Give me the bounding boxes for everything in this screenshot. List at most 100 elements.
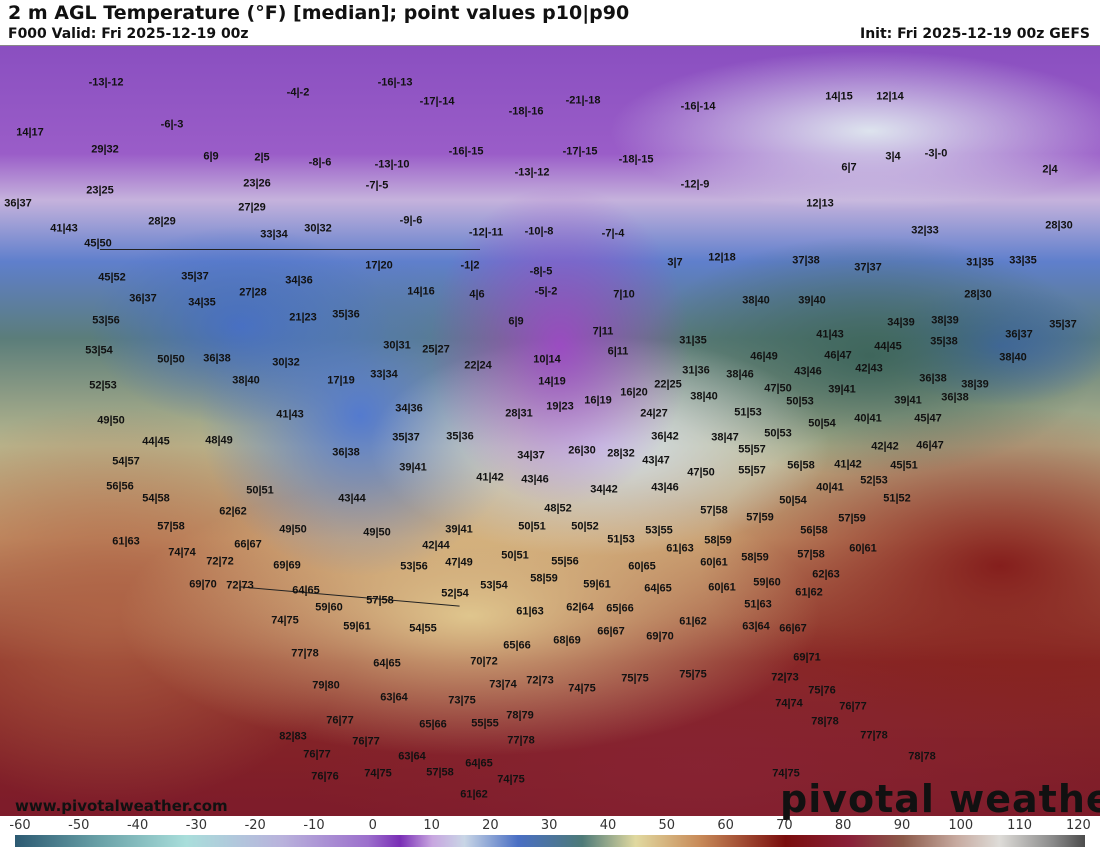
point-value-label: 77|78 xyxy=(507,734,535,747)
point-value-label: 66|67 xyxy=(597,625,625,638)
point-value-label: 60|61 xyxy=(708,581,736,594)
colorbar-tick-label: -10 xyxy=(303,818,325,833)
point-value-label: 12|13 xyxy=(806,197,834,210)
point-value-label: 72|72 xyxy=(206,555,234,568)
point-value-label: 43|44 xyxy=(338,492,366,505)
point-value-label: 48|52 xyxy=(544,502,572,515)
point-value-label: 61|63 xyxy=(112,535,140,548)
point-value-label: 28|31 xyxy=(505,407,533,420)
point-value-label: 41|43 xyxy=(50,222,78,235)
point-value-label: 41|42 xyxy=(476,471,504,484)
point-value-label: 36|38 xyxy=(941,391,969,404)
point-value-label: -13|-12 xyxy=(514,166,550,179)
point-value-label: 10|14 xyxy=(533,353,561,366)
point-value-label: -8|-6 xyxy=(308,156,332,169)
point-value-label: 31|36 xyxy=(682,364,710,377)
point-value-label: -10|-8 xyxy=(524,225,554,238)
point-value-label: 38|40 xyxy=(742,294,770,307)
point-value-label: 31|35 xyxy=(679,334,707,347)
point-value-label: 69|71 xyxy=(793,651,821,664)
colorbar-tick-label: 50 xyxy=(658,818,676,833)
point-value-label: 31|35 xyxy=(966,256,994,269)
point-value-label: 4|6 xyxy=(469,288,485,301)
point-value-label: 43|46 xyxy=(794,365,822,378)
point-value-label: 73|75 xyxy=(448,694,476,707)
point-value-label: 34|35 xyxy=(188,296,216,309)
point-value-label: 53|54 xyxy=(480,579,508,592)
colorbar-tick-label: 100 xyxy=(948,818,974,833)
point-value-label: 69|69 xyxy=(273,559,301,572)
point-value-label: -17|-14 xyxy=(419,95,455,108)
point-value-label: 7|11 xyxy=(592,325,614,338)
point-value-label: 36|38 xyxy=(919,372,947,385)
point-value-label: 6|11 xyxy=(607,345,629,358)
point-value-label: -21|-18 xyxy=(565,94,601,107)
point-value-label: 64|65 xyxy=(373,657,401,670)
point-value-label: -7|-5 xyxy=(365,179,389,192)
colorbar-tick-label: 120 xyxy=(1065,818,1091,833)
point-value-label: 45|52 xyxy=(98,271,126,284)
point-value-label: 53|56 xyxy=(92,314,120,327)
point-value-label: 47|49 xyxy=(445,556,473,569)
point-value-label: 77|78 xyxy=(291,647,319,660)
point-value-label: 69|70 xyxy=(646,630,674,643)
point-value-label: 43|47 xyxy=(642,454,670,467)
us-mexico-border xyxy=(240,586,460,607)
point-value-label: 75|75 xyxy=(679,668,707,681)
point-value-label: 39|41 xyxy=(828,383,856,396)
point-value-label: 60|61 xyxy=(700,556,728,569)
point-value-label: 22|25 xyxy=(654,378,682,391)
point-value-label: 78|78 xyxy=(811,715,839,728)
colorbar-tick-label: 60 xyxy=(717,818,734,833)
point-value-label: 35|37 xyxy=(1049,318,1077,331)
point-value-label: 46|47 xyxy=(824,349,852,362)
point-value-label: 57|58 xyxy=(700,504,728,517)
point-value-label: 22|24 xyxy=(464,359,492,372)
point-value-label: 59|61 xyxy=(583,578,611,591)
point-value-label: 60|65 xyxy=(628,560,656,573)
point-value-label: 35|38 xyxy=(930,335,958,348)
point-value-label: -12|-11 xyxy=(468,226,504,239)
init-time: Init: Fri 2025-12-19 00z GEFS xyxy=(859,26,1090,42)
point-value-label: 44|45 xyxy=(142,435,170,448)
point-value-label: 76|77 xyxy=(326,714,354,727)
point-value-label: 2|5 xyxy=(254,151,270,164)
point-value-label: 50|53 xyxy=(786,395,814,408)
point-value-label: -4|-2 xyxy=(286,86,310,99)
point-value-label: 19|23 xyxy=(546,400,574,413)
point-value-label: 76|77 xyxy=(839,700,867,713)
point-value-label: 36|37 xyxy=(4,197,32,210)
point-value-label: -3|-0 xyxy=(924,147,948,160)
colorbar-tick-label: 20 xyxy=(482,818,499,833)
point-value-label: -12|-9 xyxy=(680,178,710,191)
point-value-label: 63|64 xyxy=(742,620,770,633)
us-canada-border xyxy=(100,249,480,250)
point-value-label: 82|83 xyxy=(279,730,307,743)
point-value-label: -9|-6 xyxy=(399,214,423,227)
point-value-label: 42|43 xyxy=(855,362,883,375)
point-value-label: 50|51 xyxy=(518,520,546,533)
point-value-label: 43|46 xyxy=(651,481,679,494)
point-value-label: 38|40 xyxy=(690,390,718,403)
point-value-label: 53|56 xyxy=(400,560,428,573)
point-value-label: 74|75 xyxy=(364,767,392,780)
point-value-label: 45|47 xyxy=(914,412,942,425)
temperature-map[interactable]: -13|-12 -4|-2 -6|-3 14|17 29|32 6|9 2|5 -8|-6 23… xyxy=(0,45,1100,816)
point-value-label: 17|19 xyxy=(327,374,355,387)
point-value-label: 64|65 xyxy=(292,584,320,597)
point-value-label: 16|20 xyxy=(620,386,648,399)
point-value-label: 28|29 xyxy=(148,215,176,228)
point-value-label: 57|59 xyxy=(838,512,866,525)
point-value-label: 38|40 xyxy=(232,374,260,387)
point-value-label: 65|66 xyxy=(419,718,447,731)
point-value-label: 38|39 xyxy=(931,314,959,327)
colorbar-tick-label: 10 xyxy=(423,818,440,833)
point-value-label: 55|57 xyxy=(738,443,766,456)
point-value-label: 74|75 xyxy=(568,682,596,695)
point-value-label: 76|77 xyxy=(352,735,380,748)
point-value-label: 37|38 xyxy=(792,254,820,267)
watermark-url[interactable]: www.pivotalweather.com xyxy=(15,797,228,815)
point-value-label: 75|76 xyxy=(808,684,836,697)
point-value-label: 61|63 xyxy=(516,605,544,618)
point-value-label: 58|59 xyxy=(741,551,769,564)
